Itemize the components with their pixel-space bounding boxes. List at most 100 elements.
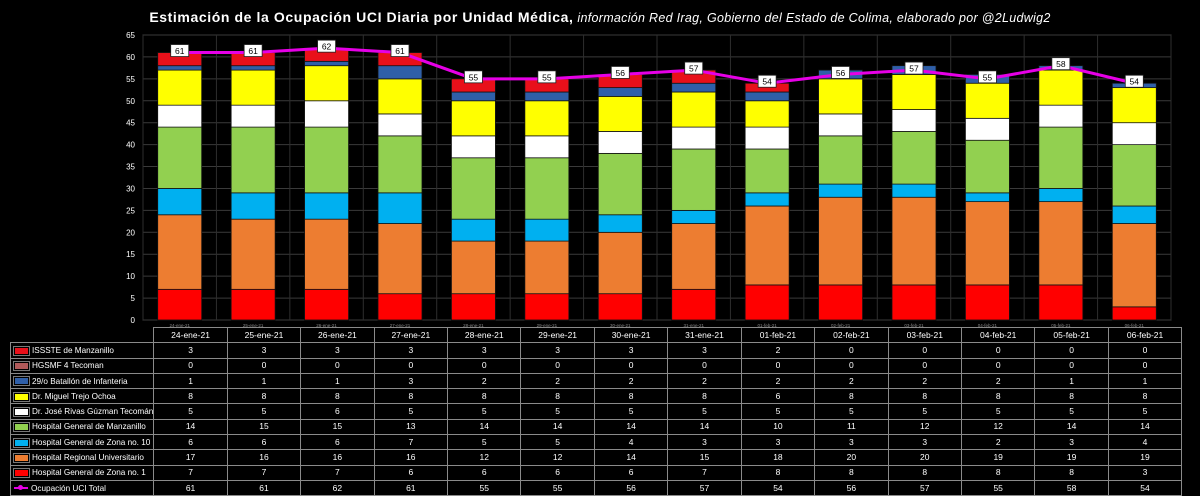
table-cell: 4 bbox=[1107, 434, 1183, 451]
table-cell: 8 bbox=[667, 388, 742, 405]
table-cell: 5 bbox=[520, 403, 595, 420]
table-cell: 15 bbox=[226, 418, 302, 436]
bar-shade bbox=[452, 101, 495, 136]
table-cell: 56 bbox=[814, 479, 889, 496]
total-data-label: 57 bbox=[909, 64, 919, 74]
table-cell: 3 bbox=[814, 434, 889, 451]
legend-entry: 29/o Batallón de Infanteria bbox=[9, 372, 155, 390]
bar-shade bbox=[158, 289, 201, 320]
table-cell: 16 bbox=[373, 449, 449, 466]
bar-shade bbox=[893, 74, 935, 110]
table-cell: 3 bbox=[226, 342, 302, 359]
bar-shade bbox=[305, 289, 348, 320]
table-cell: 17 bbox=[153, 449, 228, 466]
table-cell: 5 bbox=[1034, 403, 1109, 420]
bar-shade bbox=[1113, 145, 1156, 206]
bar-shade bbox=[379, 193, 421, 224]
y-tick-label: 0 bbox=[131, 316, 136, 325]
bar-shade bbox=[672, 149, 715, 210]
table-cell: 19 bbox=[1034, 449, 1109, 466]
bar-shade bbox=[379, 294, 421, 320]
legend-entry: Dr. José Rivas Gúzman Tecomán bbox=[9, 403, 155, 420]
bar-shade bbox=[893, 110, 935, 131]
y-tick-label: 45 bbox=[126, 119, 135, 128]
legend-key bbox=[14, 362, 29, 371]
bar-shade bbox=[232, 70, 275, 105]
table-cell: 54 bbox=[740, 479, 816, 496]
table-row: 29/o Batallón de Infanteria 1 1 1 3 2 2 2 2 2 2 2 2 1… bbox=[9, 372, 1183, 390]
bar-shade bbox=[305, 193, 348, 219]
bar-shade bbox=[452, 241, 495, 294]
legend-label: Hospital General de Zona no. 10 bbox=[32, 437, 151, 447]
table-column-header: 04-feb-21 bbox=[960, 326, 1036, 344]
bar-shade bbox=[1039, 202, 1082, 285]
table-cell: 5 bbox=[226, 403, 302, 420]
table-cell: 56 bbox=[593, 479, 669, 496]
table-row: Dr. José Rivas Gúzman Tecomán 5 5 6 5 5 5 5 5 5 5 5… bbox=[9, 403, 1183, 420]
bar-shade bbox=[746, 193, 789, 206]
bar-shade bbox=[746, 206, 789, 285]
y-tick-label: 15 bbox=[126, 250, 135, 259]
legend-entry: HGSMF 4 Tecoman bbox=[9, 357, 155, 374]
x-tick-label: 30-ene-21 bbox=[610, 323, 631, 328]
total-label-box bbox=[243, 44, 263, 57]
table-cell: 0 bbox=[300, 357, 375, 374]
table-column-header: 27-ene-21 bbox=[373, 326, 449, 344]
bar-shade bbox=[525, 219, 568, 241]
table-cell: 6 bbox=[300, 403, 375, 420]
bar-shade bbox=[599, 294, 642, 320]
table-column-header: 25-ene-21 bbox=[226, 326, 302, 344]
legend-entry: Hospital Regional Universitario bbox=[9, 449, 155, 466]
table-cell: 12 bbox=[447, 449, 522, 466]
table-cell: 2 bbox=[667, 372, 742, 390]
legend-key bbox=[14, 407, 29, 416]
total-label-box bbox=[831, 66, 850, 79]
total-line bbox=[179, 46, 1135, 85]
table-cell: 3 bbox=[740, 434, 816, 451]
table-cell: 1 bbox=[1107, 372, 1183, 390]
table-cell: 2 bbox=[593, 372, 669, 390]
bar-shade bbox=[1039, 127, 1082, 188]
table-cell: 5 bbox=[520, 434, 595, 451]
bar-shade bbox=[1113, 307, 1156, 320]
x-tick-label: 03-feb-21 bbox=[904, 323, 924, 328]
table-cell: 14 bbox=[1034, 418, 1109, 436]
table-cell: 19 bbox=[1107, 449, 1183, 466]
table-cell: 2 bbox=[740, 342, 816, 359]
table-cell: 0 bbox=[1034, 357, 1109, 374]
table-corner bbox=[11, 328, 154, 343]
chart-title-main: Estimación de la Ocupación UCI Diaria po… bbox=[149, 9, 574, 25]
bar-shade bbox=[966, 83, 1009, 118]
bar-shade bbox=[525, 101, 568, 136]
bar-shade bbox=[819, 184, 862, 197]
table-cell: 3 bbox=[1034, 434, 1109, 451]
table-cell: 0 bbox=[1107, 357, 1183, 374]
table-cell: 1 bbox=[300, 372, 375, 390]
bar-shade bbox=[746, 92, 789, 101]
bar-shade bbox=[452, 294, 495, 320]
legend-label: 29/o Batallón de Infanteria bbox=[32, 376, 128, 386]
y-tick-label: 40 bbox=[126, 141, 135, 150]
table-cell: 57 bbox=[887, 479, 962, 496]
legend-key bbox=[14, 392, 29, 401]
table-cell: 8 bbox=[960, 464, 1036, 481]
bar-shade bbox=[158, 53, 201, 66]
bar-shade bbox=[452, 219, 495, 241]
y-tick-label: 5 bbox=[131, 294, 136, 303]
bar-shade bbox=[966, 140, 1009, 193]
x-tick-label: 06-feb-21 bbox=[1125, 323, 1145, 328]
bar-shade bbox=[379, 136, 421, 193]
table-cell: 12 bbox=[960, 418, 1036, 436]
bar-shade bbox=[599, 232, 642, 294]
table-cell: 12 bbox=[887, 418, 962, 436]
bar-shade bbox=[746, 285, 789, 320]
bar-shade bbox=[1039, 285, 1082, 320]
bar-shade bbox=[1039, 70, 1082, 105]
table-cell: 8 bbox=[887, 464, 962, 481]
table-cell: 8 bbox=[814, 464, 889, 481]
total-label-box bbox=[684, 61, 704, 75]
table-row: ISSSTE de Manzanillo 3 3 3 3 3 3 3 3 2 0 0 0 0 0 bbox=[9, 342, 1183, 359]
bar-shade bbox=[599, 131, 642, 153]
table-cell: 0 bbox=[520, 357, 595, 374]
